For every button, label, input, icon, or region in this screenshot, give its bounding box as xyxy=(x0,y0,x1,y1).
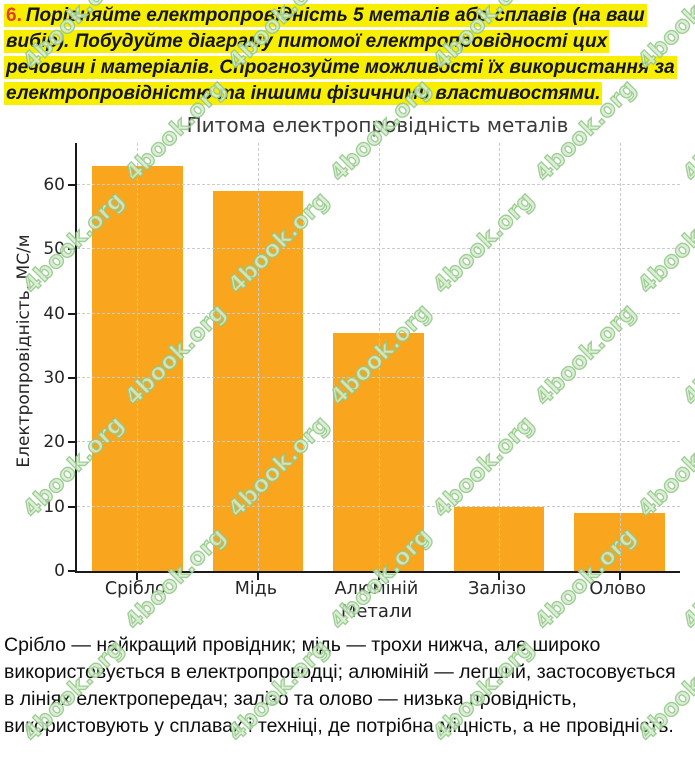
chart-title: Питома електропровідність металів xyxy=(186,113,569,137)
y-tick-label: 0 xyxy=(54,561,65,581)
conductivity-bar-chart: Питома електропровідність металів Електр… xyxy=(0,111,695,622)
y-tick-mark xyxy=(68,505,75,508)
y-tick-mark xyxy=(68,248,75,251)
task-statement: 6. Порівняйте електропровідність 5 металі… xyxy=(0,0,695,107)
y-tick-label: 60 xyxy=(43,174,65,195)
y-tick-label: 40 xyxy=(43,303,65,324)
answer-text: Срібло — найкращий провідник; мідь — тро… xyxy=(4,634,676,737)
x-tick-mark xyxy=(256,573,259,580)
x-axis-label: Метали xyxy=(340,601,413,622)
gridline-vertical xyxy=(257,143,259,571)
x-tick-mark xyxy=(498,573,501,580)
task-highlight: 6. Порівняйте електропровідність 5 металі… xyxy=(4,4,677,105)
x-tick-label: Залізо xyxy=(468,579,527,599)
y-tick-label: 50 xyxy=(43,239,65,260)
y-tick-label: 10 xyxy=(43,496,65,517)
bar-3 xyxy=(333,332,424,571)
y-tick-mark xyxy=(68,183,75,186)
x-tick-mark xyxy=(136,573,139,580)
x-tick-label: Алюміній xyxy=(334,579,419,599)
task-number: 6. xyxy=(6,5,22,26)
chart-body: Електропровідність, МС/м 0 10 20 30 40 50 60 xyxy=(0,143,695,581)
x-tick-label: Срібло xyxy=(104,579,166,599)
x-tick-labels: Срібло Мідь Алюміній Залізо Олово xyxy=(75,573,678,599)
x-tick-label: Мідь xyxy=(234,579,278,599)
y-tick-label: 20 xyxy=(43,432,65,453)
plot-area: 0 10 20 30 40 50 60 xyxy=(43,143,680,581)
x-tick-label: Олово xyxy=(589,579,647,599)
y-tick-label: 30 xyxy=(43,367,65,388)
gridline-vertical xyxy=(499,143,501,571)
y-tick-mark xyxy=(68,312,75,315)
task-text: Порівняйте електропровідність 5 металів … xyxy=(6,5,675,104)
bar-1 xyxy=(92,165,183,571)
gridline-vertical xyxy=(137,143,139,571)
y-tick-mark xyxy=(68,441,75,444)
gridline-vertical xyxy=(619,143,621,571)
y-tick-mark xyxy=(68,570,75,572)
y-tick-mark xyxy=(68,376,75,379)
gridline-vertical xyxy=(378,143,380,571)
x-tick-mark xyxy=(377,573,380,580)
x-tick-mark xyxy=(618,573,621,580)
